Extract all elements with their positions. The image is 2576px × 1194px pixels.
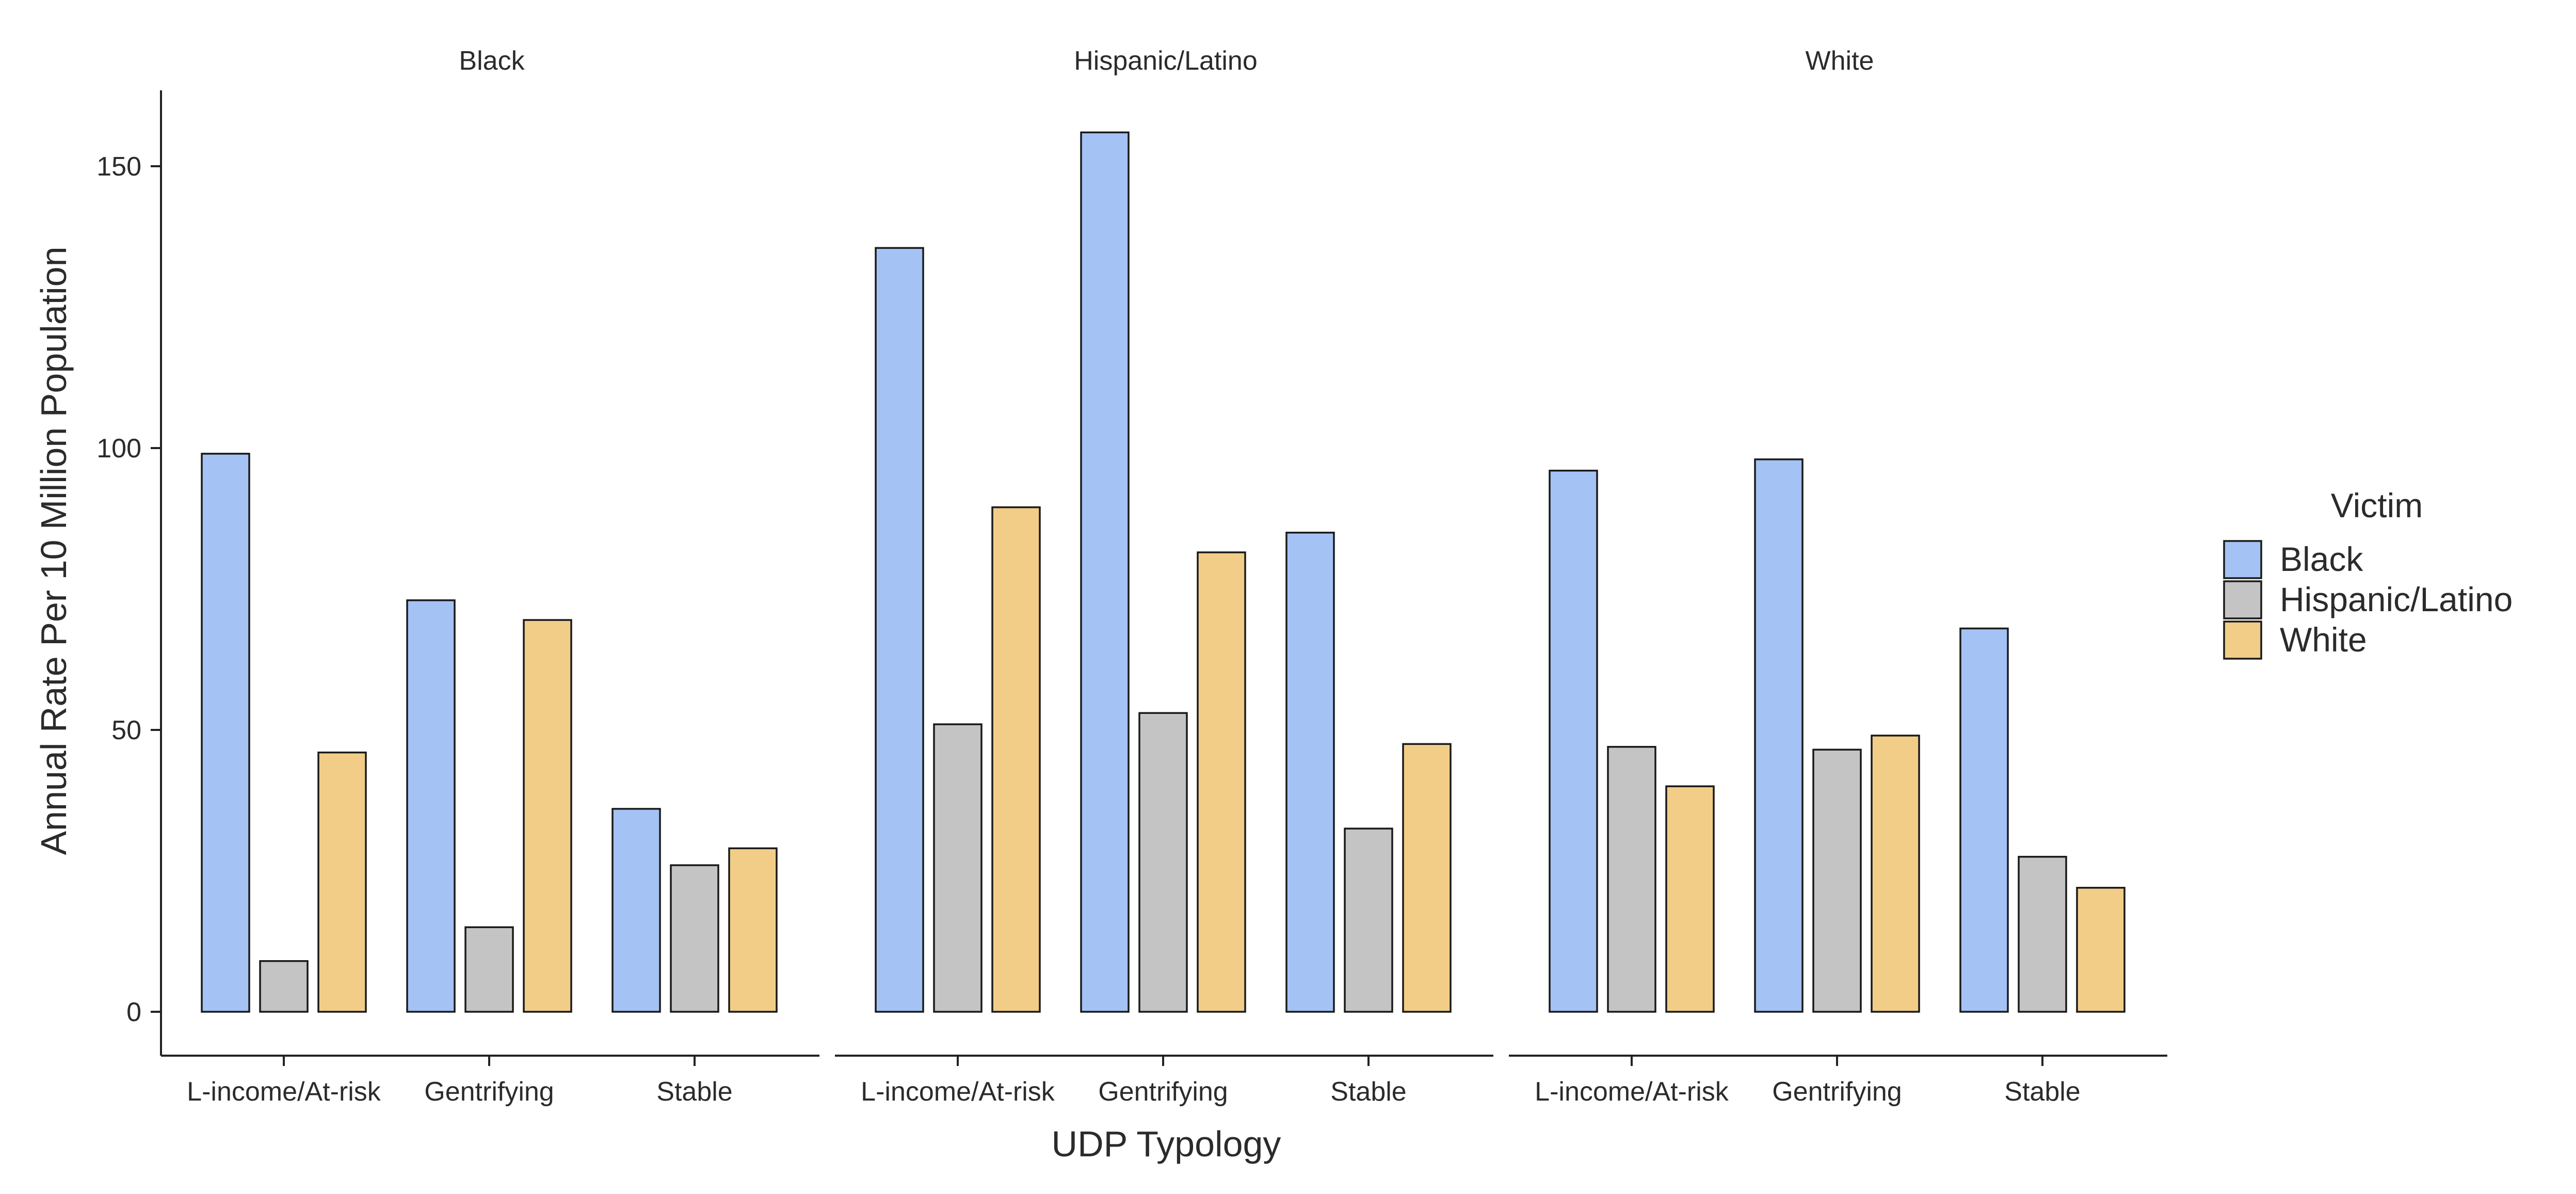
- y-axis-title: Annual Rate Per 10 Million Population: [34, 246, 74, 855]
- x-tick-label-white-gentrifying: Gentrifying: [1772, 1077, 1902, 1107]
- bar-hispanic-latino-stable-black: [1285, 532, 1335, 1013]
- y-tick-label-0: 0: [126, 997, 141, 1027]
- x-tick-label-white-stable: Stable: [2004, 1077, 2080, 1107]
- bar-black-l-income-at-risk-hispanic-latino: [259, 960, 309, 1013]
- bar-hispanic-latino-gentrifying-black: [1080, 131, 1130, 1013]
- bar-hispanic-latino-l-income-at-risk-black: [875, 247, 924, 1013]
- bar-white-stable-black: [1959, 627, 2009, 1013]
- legend-label-white: White: [2280, 620, 2367, 659]
- bar-white-stable-hispanic-latino: [2018, 855, 2067, 1013]
- legend-key-hispanic-latino: [2223, 580, 2262, 619]
- bar-white-l-income-at-risk-white: [1665, 785, 1715, 1013]
- bar-hispanic-latino-stable-hispanic-latino: [1344, 827, 1393, 1013]
- facet-label-white: White: [1806, 46, 1874, 76]
- bar-white-l-income-at-risk-black: [1549, 469, 1598, 1013]
- bar-black-stable-white: [728, 847, 778, 1013]
- bar-white-l-income-at-risk-hispanic-latino: [1607, 746, 1656, 1013]
- x-tick-label-hispanic-latino-l-income-at-risk: L-income/At-risk: [861, 1077, 1055, 1107]
- legend-label-hispanic-latino: Hispanic/Latino: [2280, 580, 2513, 618]
- bar-white-gentrifying-hispanic-latino: [1812, 749, 1862, 1013]
- bar-hispanic-latino-l-income-at-risk-hispanic-latino: [933, 723, 983, 1013]
- y-tick-label-150: 150: [96, 152, 141, 182]
- legend-label-black: Black: [2280, 540, 2363, 578]
- y-tick-label-100: 100: [96, 434, 141, 464]
- bar-hispanic-latino-l-income-at-risk-white: [991, 506, 1041, 1013]
- bar-black-l-income-at-risk-black: [201, 453, 250, 1013]
- bar-hispanic-latino-stable-white: [1402, 743, 1452, 1013]
- bar-black-gentrifying-black: [406, 599, 456, 1013]
- legend-key-white: [2223, 620, 2262, 660]
- bar-black-stable-hispanic-latino: [670, 864, 719, 1013]
- bar-white-stable-white: [2076, 887, 2126, 1013]
- bar-black-gentrifying-white: [523, 619, 572, 1013]
- facet-label-hispanic-latino: Hispanic/Latino: [1074, 46, 1258, 76]
- legend-title: Victim: [2331, 486, 2423, 524]
- x-tick-label-black-stable: Stable: [656, 1077, 732, 1107]
- legend-key-black: [2223, 540, 2262, 579]
- x-tick-label-hispanic-latino-stable: Stable: [1330, 1077, 1406, 1107]
- y-tick-label-50: 50: [111, 715, 141, 745]
- bar-hispanic-latino-gentrifying-white: [1197, 551, 1246, 1013]
- x-tick-label-black-l-income-at-risk: L-income/At-risk: [187, 1077, 381, 1107]
- x-tick-label-white-l-income-at-risk: L-income/At-risk: [1535, 1077, 1729, 1107]
- x-tick-label-hispanic-latino-gentrifying: Gentrifying: [1098, 1077, 1228, 1107]
- bar-black-gentrifying-hispanic-latino: [464, 926, 514, 1013]
- x-tick-label-black-gentrifying: Gentrifying: [424, 1077, 554, 1107]
- bar-hispanic-latino-gentrifying-hispanic-latino: [1138, 712, 1188, 1013]
- bar-black-stable-black: [611, 808, 661, 1013]
- facet-label-black: Black: [459, 46, 525, 76]
- bar-white-gentrifying-black: [1754, 458, 1804, 1013]
- bar-black-l-income-at-risk-white: [317, 751, 367, 1013]
- x-axis-title: UDP Typology: [1052, 1124, 1281, 1164]
- bar-white-gentrifying-white: [1871, 735, 1920, 1013]
